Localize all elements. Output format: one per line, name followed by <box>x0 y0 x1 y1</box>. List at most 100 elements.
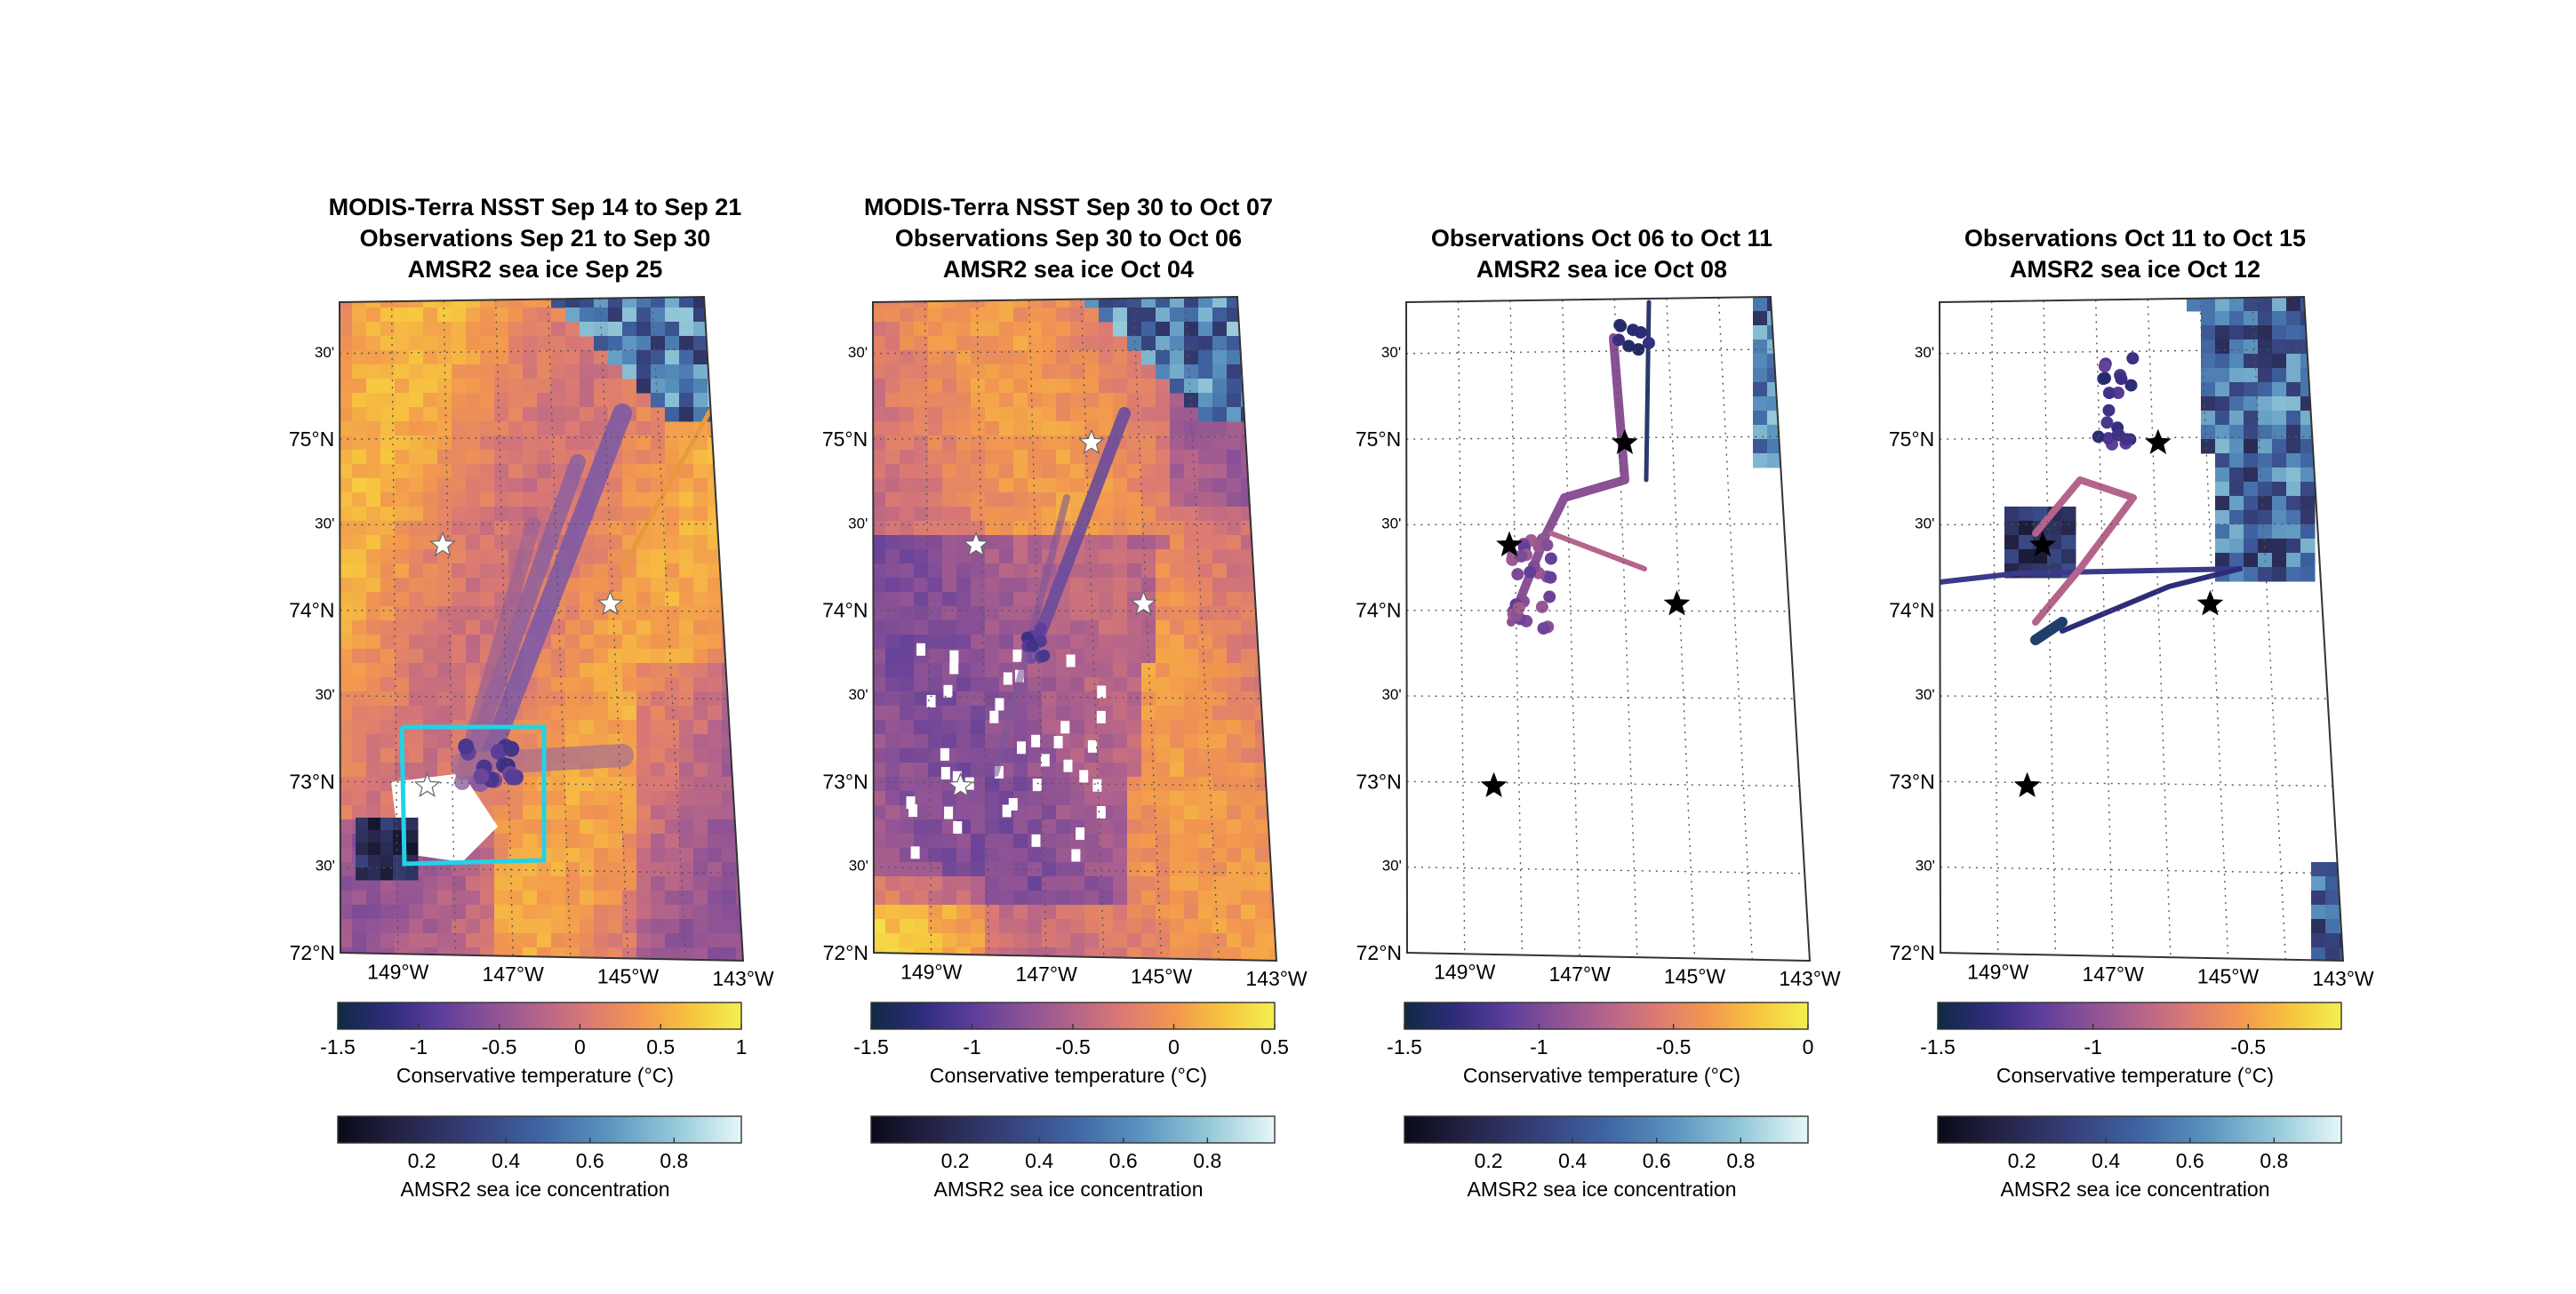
sst-cell <box>380 592 396 607</box>
sst-cell <box>679 891 694 906</box>
sst-cell <box>537 450 552 465</box>
sst-cell <box>1113 791 1128 806</box>
lat-label: 30' <box>1915 686 1934 703</box>
sst-cell <box>1156 763 1171 778</box>
sst-cell <box>928 606 943 621</box>
sst-cell <box>971 350 986 365</box>
sst-cell <box>885 322 900 337</box>
sst-cell <box>1241 364 1256 379</box>
observation-track <box>1025 407 1131 664</box>
sst-cell <box>885 492 900 507</box>
sst-cell <box>508 464 524 479</box>
sst-cell <box>366 435 381 451</box>
graticule-lon-line <box>495 300 514 956</box>
sst-cell <box>1099 748 1114 763</box>
mooring-star-marker <box>1480 771 1508 798</box>
sst-cell <box>366 421 381 436</box>
sea-ice-cell <box>380 867 394 881</box>
sst-cell <box>914 876 929 891</box>
sst-cell <box>956 933 972 948</box>
sst-cell <box>622 435 637 451</box>
sst-cell <box>971 748 986 763</box>
sst-cell <box>352 435 367 451</box>
sst-cell <box>1127 862 1142 877</box>
sst-cell <box>580 649 595 664</box>
sst-cell <box>352 549 367 564</box>
sst-cell <box>679 805 694 820</box>
sea-ice-cell <box>651 364 666 379</box>
sst-cell <box>999 507 1014 522</box>
sst-cell <box>873 805 886 820</box>
sst-cell <box>352 763 367 778</box>
sea-ice-cell <box>2229 311 2244 326</box>
sea-ice-tick-label: 0.4 <box>1025 1149 1053 1172</box>
sea-ice-cell <box>2300 482 2316 497</box>
sst-cell <box>395 521 410 536</box>
sst-cell <box>409 649 424 664</box>
sst-cell <box>340 649 353 664</box>
sst-cell <box>1070 350 1085 365</box>
sst-cell <box>873 393 886 408</box>
sst-cell <box>693 720 708 735</box>
sst-cell <box>480 322 495 337</box>
lat-label: 72°N <box>1356 941 1402 964</box>
sea-ice-cell <box>1767 396 1782 411</box>
observation-point <box>1627 324 1640 337</box>
sst-cell <box>1028 308 1043 323</box>
sst-cell <box>1084 805 1100 820</box>
sea-ice-cell <box>1198 379 1213 394</box>
sst-cell <box>1156 748 1171 763</box>
sea-ice-cell <box>2286 453 2301 468</box>
sst-cell <box>523 791 538 806</box>
sst-cell <box>452 592 467 607</box>
sst-cell <box>1198 521 1213 536</box>
sst-cell <box>665 492 680 507</box>
sea-ice-cell <box>2325 933 2340 948</box>
sst-cell <box>366 763 381 778</box>
graticule-lat-line <box>340 780 733 787</box>
sst-cell <box>366 464 381 479</box>
sst-cell <box>693 549 708 564</box>
sst-cell <box>1042 734 1057 749</box>
sea-ice-cell <box>2215 297 2230 312</box>
sst-cell <box>1170 819 1185 835</box>
sst-cell <box>1113 393 1128 408</box>
sst-cell <box>971 962 986 977</box>
panel-title-line: AMSR2 sea ice Oct 04 <box>943 256 1194 283</box>
sst-cell <box>1241 834 1256 849</box>
sst-cell <box>380 407 396 422</box>
sst-cell <box>1141 891 1156 906</box>
sst-cell <box>971 933 986 948</box>
sst-cell <box>1227 876 1242 891</box>
sst-cell <box>1141 947 1156 961</box>
no-data-patch <box>949 650 959 663</box>
sst-cell <box>693 933 708 948</box>
sst-cell <box>1099 492 1114 507</box>
sst-cell <box>1269 492 1276 507</box>
sst-cell <box>380 805 396 820</box>
sst-cell <box>914 834 929 849</box>
sst-cell <box>873 308 886 323</box>
sst-cell <box>480 606 495 621</box>
sst-cell <box>665 663 680 678</box>
sst-cell <box>971 862 986 877</box>
sst-cell <box>340 763 353 778</box>
sst-cell <box>722 563 737 579</box>
sst-cell <box>622 720 637 735</box>
sst-cell <box>1255 862 1270 877</box>
sst-cell <box>1070 336 1085 351</box>
sst-cell <box>636 734 652 749</box>
sst-cell <box>985 805 1000 820</box>
sst-cell <box>1070 393 1085 408</box>
sst-cell <box>1056 805 1071 820</box>
sst-cell <box>1084 691 1100 707</box>
sea-ice-cell <box>2258 368 2273 383</box>
sst-cell <box>885 706 900 721</box>
sea-ice-cell <box>2201 354 2216 369</box>
sst-cell <box>352 677 367 692</box>
sst-cell <box>1028 791 1043 806</box>
sst-cell <box>1056 322 1071 337</box>
sst-cell <box>594 663 609 678</box>
sst-cell <box>1042 478 1057 493</box>
sst-cell <box>1212 578 1228 593</box>
